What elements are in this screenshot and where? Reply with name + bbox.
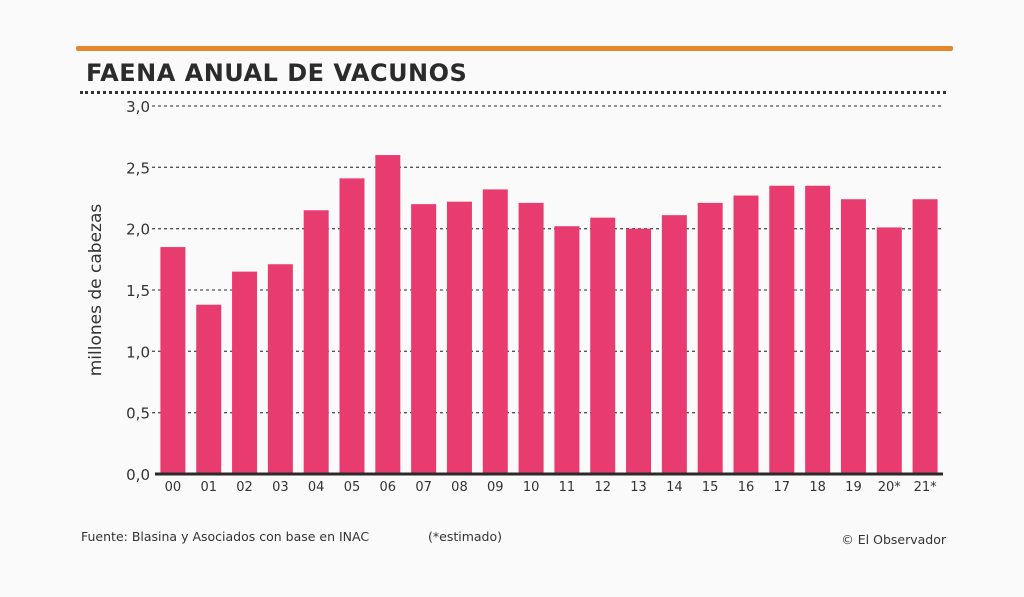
credit: © El Observador <box>841 532 946 547</box>
bar-21-est <box>912 199 938 474</box>
bar-20-est <box>876 227 902 474</box>
bar-09 <box>482 189 508 474</box>
x-tick-label: 10 <box>523 480 540 495</box>
x-tick-label: 07 <box>415 480 432 495</box>
x-tick-label: 02 <box>236 480 253 495</box>
estimate-note: (*estimado) <box>428 529 502 544</box>
y-tick-label: 0,0 <box>126 466 150 484</box>
bar-18 <box>805 185 831 474</box>
x-tick-label: 00 <box>165 480 182 495</box>
y-tick-label: 1,0 <box>126 343 150 361</box>
x-tick-label: 20* <box>878 480 902 495</box>
x-tick-label: 01 <box>200 480 217 495</box>
bar-16 <box>733 195 759 474</box>
bar-17 <box>769 185 795 474</box>
bar-04 <box>303 210 329 474</box>
bar-06 <box>375 155 401 475</box>
y-axis-ticks: 0,0 0,5 1,0 1,5 2,0 2,5 3,0 <box>126 98 150 484</box>
source-note: Fuente: Blasina y Asociados con base en … <box>81 529 370 544</box>
chart-title: FAENA ANUAL DE VACUNOS <box>86 59 468 87</box>
bar-11 <box>554 226 580 474</box>
x-tick-label: 05 <box>344 480 361 495</box>
x-axis-ticks: 00 01 02 03 04 05 06 07 08 09 10 11 12 13 14 15 16 17 18 19… <box>165 480 937 495</box>
bar-08 <box>446 201 472 474</box>
x-tick-label: 17 <box>774 480 791 495</box>
bar-00 <box>160 247 186 474</box>
bar-03 <box>267 264 293 474</box>
x-tick-label: 12 <box>594 480 611 495</box>
x-tick-label: 14 <box>666 480 683 495</box>
y-tick-label: 0,5 <box>126 405 150 423</box>
bar-05 <box>339 178 365 474</box>
accent-rule <box>76 46 953 51</box>
bar-07 <box>411 204 437 474</box>
x-tick-label: 16 <box>738 480 755 495</box>
x-tick-label: 04 <box>308 480 325 495</box>
bar-01 <box>196 304 222 474</box>
y-tick-label: 2,5 <box>126 159 150 177</box>
x-tick-label: 21* <box>914 480 938 495</box>
y-tick-label: 2,0 <box>126 221 150 239</box>
bars <box>160 155 938 475</box>
bar-19 <box>840 199 866 474</box>
y-axis-label: millones de cabezas <box>86 204 106 377</box>
x-tick-label: 03 <box>272 480 289 495</box>
bar-14 <box>661 215 687 474</box>
bar-12 <box>590 217 616 475</box>
x-tick-label: 18 <box>809 480 826 495</box>
x-tick-label: 09 <box>487 480 504 495</box>
x-tick-label: 19 <box>845 480 862 495</box>
bar-13 <box>626 228 652 474</box>
bar-02 <box>232 271 258 474</box>
x-tick-label: 08 <box>451 480 468 495</box>
title-divider <box>80 91 946 94</box>
bar-15 <box>697 202 723 474</box>
x-tick-label: 15 <box>702 480 719 495</box>
x-tick-label: 11 <box>559 480 576 495</box>
y-tick-label: 1,5 <box>126 282 150 300</box>
bar-10 <box>518 202 544 474</box>
x-tick-label: 13 <box>630 480 647 495</box>
y-tick-label: 3,0 <box>126 98 150 116</box>
x-tick-label: 06 <box>380 480 397 495</box>
